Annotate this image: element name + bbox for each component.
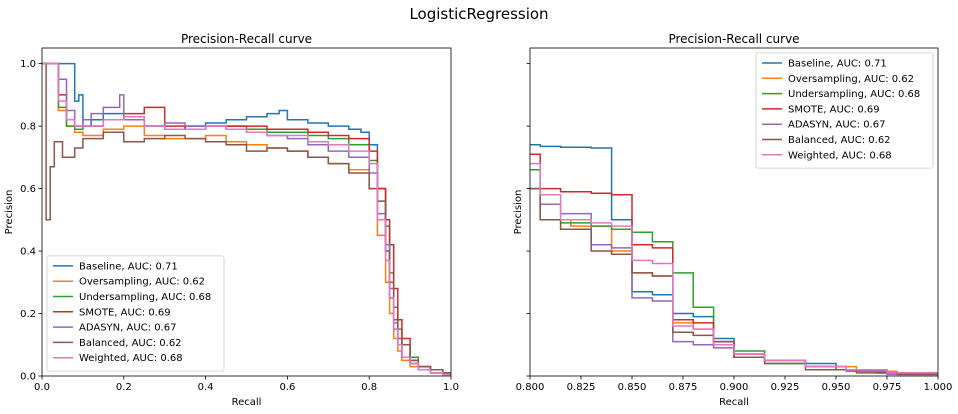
legend-entry: ADASYN, AUC: 0.67 xyxy=(79,323,176,334)
x-tick-label: 0.4 xyxy=(198,382,214,393)
series-line xyxy=(530,162,938,376)
series-line xyxy=(42,62,451,376)
series-group xyxy=(42,62,451,376)
legend-entry: SMOTE, AUC: 0.69 xyxy=(79,307,171,318)
legend-entry: Oversampling, AUC: 0.62 xyxy=(79,277,205,288)
legend-entry: Weighted, AUC: 0.68 xyxy=(788,150,892,161)
x-tick-label: 0.925 xyxy=(771,382,800,393)
x-tick-label: 1.000 xyxy=(924,382,953,393)
left-chart: Precision-Recall curve 0.0 0.2 0.4 0.6 0.8 1.0… xyxy=(4,32,459,408)
y-tick-label: 1.0 xyxy=(20,59,36,70)
x-axis-label: Recall xyxy=(232,397,262,408)
legend-box xyxy=(755,52,934,169)
series-line xyxy=(42,62,451,376)
legend-box xyxy=(46,255,225,372)
x-tick-label: 0.800 xyxy=(516,382,545,393)
series-group xyxy=(530,144,938,376)
x-tick-label: 0.0 xyxy=(34,382,50,393)
figure-title: LogisticRegression xyxy=(409,5,548,23)
series-line xyxy=(530,144,938,376)
legend-entry: Baseline, AUC: 0.71 xyxy=(788,59,887,70)
legend-entry: Balanced, AUC: 0.62 xyxy=(79,338,182,349)
x-tick-label: 0.2 xyxy=(116,382,132,393)
y-tick-label: 0.8 xyxy=(20,122,36,133)
x-tick-label: 0.8 xyxy=(361,382,377,393)
legend-entry: Oversampling, AUC: 0.62 xyxy=(788,74,914,85)
x-tick-label: 0.950 xyxy=(822,382,851,393)
legend-entry: Balanced, AUC: 0.62 xyxy=(788,135,891,146)
chart-title: Precision-Recall curve xyxy=(181,32,312,46)
legend-entry: Undersampling, AUC: 0.68 xyxy=(788,89,920,100)
x-tick-label: 0.6 xyxy=(279,382,295,393)
legend: Baseline, AUC: 0.71 Oversampling, AUC: 0.… xyxy=(46,255,225,372)
legend-entry: Undersampling, AUC: 0.68 xyxy=(79,292,211,303)
y-tick-label: 0.0 xyxy=(20,372,36,383)
legend-entry: SMOTE, AUC: 0.69 xyxy=(788,104,880,115)
chart-title: Precision-Recall curve xyxy=(668,32,799,46)
y-axis-label: Precision xyxy=(4,190,15,235)
right-chart: Precision-Recall curve 0.800 0.825 0.850 0.8… xyxy=(513,32,952,408)
legend-entry: Baseline, AUC: 0.71 xyxy=(79,261,178,272)
x-tick-label: 0.900 xyxy=(720,382,749,393)
legend: Baseline, AUC: 0.71 Oversampling, AUC: 0.… xyxy=(755,52,934,169)
x-axis-label: Recall xyxy=(719,397,749,408)
y-tick-label: 0.4 xyxy=(20,247,36,258)
x-tick-label: 0.825 xyxy=(567,382,596,393)
legend-entry: Weighted, AUC: 0.68 xyxy=(79,353,183,364)
x-tick-label: 1.0 xyxy=(443,382,459,393)
legend-entry: ADASYN, AUC: 0.67 xyxy=(788,120,885,131)
x-tick-label: 0.875 xyxy=(669,382,698,393)
axes-frame xyxy=(41,47,452,377)
y-tick-label: 0.6 xyxy=(20,184,36,195)
y-axis-label: Precision xyxy=(513,190,524,235)
x-tick-label: 0.975 xyxy=(873,382,902,393)
y-tick-label: 0.2 xyxy=(20,309,36,320)
x-tick-label: 0.850 xyxy=(618,382,647,393)
